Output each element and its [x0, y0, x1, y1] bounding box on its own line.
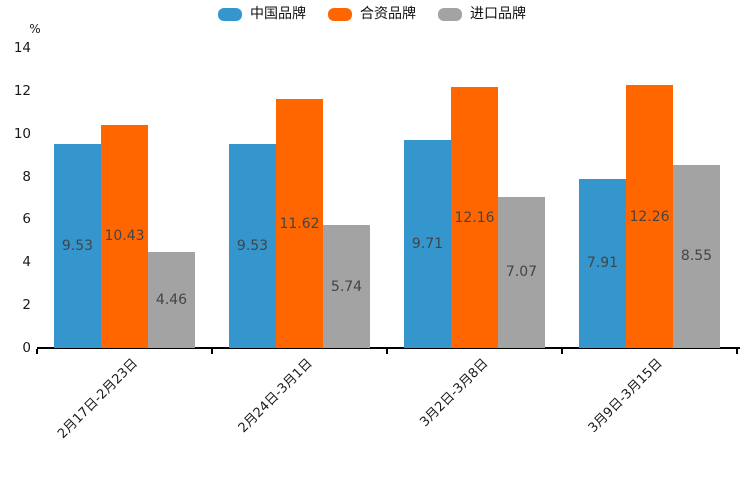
legend-label: 合资品牌: [360, 6, 416, 22]
x-category-label: 2月24日-3月1日: [236, 356, 317, 436]
bar-value-label: 8.55: [680, 248, 713, 265]
y-tick-label: 10: [13, 125, 31, 142]
x-category-label: 3月2日-3月8日: [417, 356, 492, 431]
y-tick-label: 14: [13, 40, 31, 56]
x-category-label: 2月17日-2月23日: [55, 356, 142, 442]
bar-进口品牌-2: 5.74: [323, 225, 370, 348]
x-axis-line: [37, 347, 740, 349]
y-tick-label: 4: [22, 254, 31, 271]
bar-value-label: 4.46: [155, 292, 188, 309]
legend-marker-icon: [328, 7, 352, 21]
x-axis-tick: [36, 349, 38, 354]
x-axis-tick: [386, 349, 388, 354]
y-tick-label: 0: [22, 340, 31, 356]
legend-marker-icon: [218, 7, 242, 21]
bar-value-label: 9.71: [411, 235, 444, 252]
bar-合资品牌-2: 11.62: [276, 99, 323, 348]
y-tick-label: 8: [22, 168, 31, 185]
bar-合资品牌-4: 12.26: [626, 85, 673, 348]
bar-value-label: 9.53: [236, 237, 269, 254]
bar-中国品牌-3: 9.71: [404, 139, 451, 348]
bar-中国品牌-2: 9.53: [229, 143, 276, 348]
bar-进口品牌-3: 7.07: [498, 196, 545, 348]
bar-进口品牌-1: 4.46: [148, 252, 195, 348]
y-tick-label: 6: [22, 211, 31, 228]
bar-合资品牌-3: 12.16: [451, 87, 498, 348]
legend: 中国品牌 合资品牌 进口品牌: [0, 6, 744, 22]
y-tick-label: 2: [22, 297, 31, 314]
bar-value-label: 10.43: [104, 228, 145, 245]
x-axis-tick: [211, 349, 213, 354]
legend-marker-icon: [438, 7, 462, 21]
legend-item-2[interactable]: 合资品牌: [328, 6, 416, 22]
bar-合资品牌-1: 10.43: [101, 124, 148, 348]
bar-value-label: 9.53: [61, 237, 94, 254]
legend-item-1[interactable]: 中国品牌: [218, 6, 306, 22]
bar-中国品牌-4: 7.91: [579, 178, 626, 348]
bar-中国品牌-1: 9.53: [54, 143, 101, 348]
y-axis-unit-label: %: [29, 22, 41, 36]
x-axis-tick: [561, 349, 563, 354]
bar-value-label: 12.16: [454, 209, 495, 226]
bar-value-label: 7.07: [505, 264, 538, 281]
bar-value-label: 12.26: [629, 208, 670, 225]
legend-label: 中国品牌: [250, 6, 306, 22]
bar-value-label: 5.74: [330, 278, 363, 295]
x-category-label: 3月9日-3月15日: [586, 356, 667, 436]
legend-label: 进口品牌: [470, 6, 526, 22]
bar-进口品牌-4: 8.55: [673, 164, 720, 348]
x-axis-tick: [736, 349, 738, 354]
legend-item-3[interactable]: 进口品牌: [438, 6, 526, 22]
y-tick-label: 12: [13, 82, 31, 99]
bar-value-label: 7.91: [586, 255, 619, 272]
bar-value-label: 11.62: [279, 215, 320, 232]
